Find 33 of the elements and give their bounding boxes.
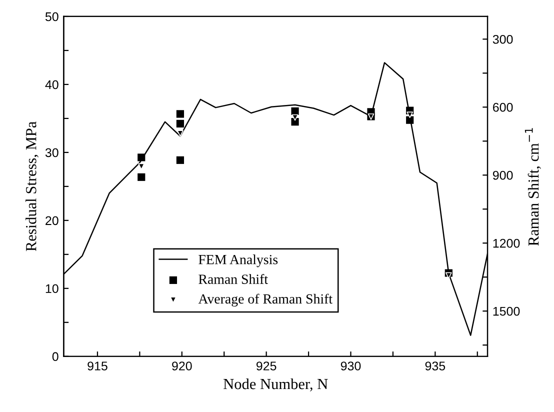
point — [138, 173, 146, 181]
y2-tick-label: 900 — [492, 170, 513, 180]
x-tick-label: 915 — [88, 362, 108, 370]
y-tick-label: 0 — [52, 352, 58, 362]
y-tick-label: 30 — [45, 148, 58, 158]
x-axis-title: Node Number, N — [224, 378, 328, 392]
point — [176, 156, 184, 164]
point — [291, 107, 299, 115]
point — [176, 110, 184, 118]
x-tick-label: 925 — [256, 362, 276, 370]
y-axis-title: Residual Stress, MPa — [26, 122, 38, 252]
y2-axis-title: Raman Shift, cm$^{−1}$ — [524, 128, 541, 246]
y2-tick-label: 1200 — [493, 238, 520, 248]
y2-tick-label: 300 — [492, 34, 513, 44]
y-tick-label: 20 — [46, 216, 58, 226]
legend-label: Average of Raman Shift — [198, 294, 332, 306]
point — [291, 118, 299, 126]
y-tick-label: 50 — [45, 12, 58, 22]
point — [138, 154, 146, 162]
x-tick-label: 920 — [172, 362, 192, 370]
y-tick-label: 10 — [46, 284, 58, 294]
y2-tick-label: 1500 — [493, 306, 520, 316]
point — [177, 130, 184, 137]
legend-label: FEM Analysis — [198, 254, 278, 268]
y2-tick-label: 600 — [493, 102, 513, 112]
y-tick-label: 40 — [45, 80, 58, 90]
legend-label: Raman Shift — [198, 274, 268, 284]
point — [292, 114, 298, 121]
x-tick-label: 930 — [340, 362, 361, 370]
point — [406, 112, 414, 118]
point — [176, 120, 184, 128]
point — [406, 116, 414, 124]
x-tick-label: 935 — [425, 362, 446, 370]
